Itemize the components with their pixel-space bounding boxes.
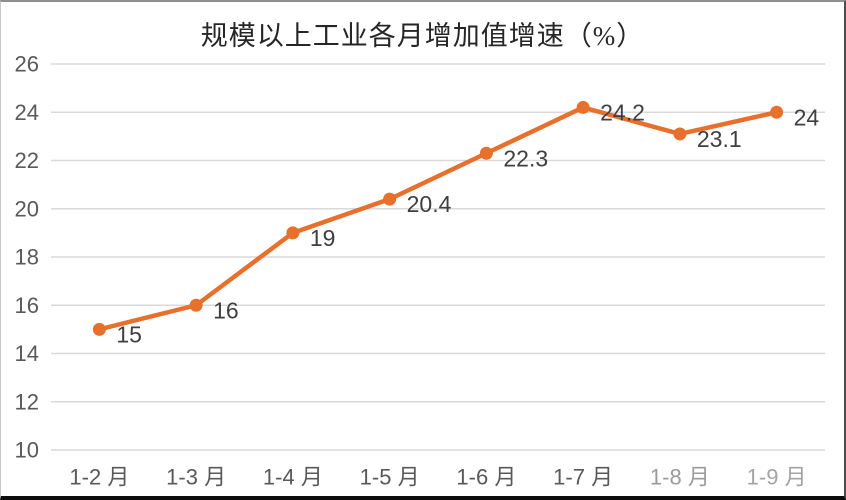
data-point-marker-4 [383,192,397,206]
x-axis-tick-label-2: 1-3 月 [166,465,226,490]
data-label-7: 23.1 [697,126,742,152]
y-axis-tick-label-16: 16 [15,293,39,318]
data-point-marker-6 [576,100,590,114]
y-axis-tick-label-20: 20 [15,196,39,221]
data-label-2: 16 [213,297,239,323]
data-point-marker-2 [189,298,203,312]
chart-title: 规模以上工业各月增加值增速（%） [200,21,645,51]
series-line [97,105,779,332]
x-axis-tick-label-6: 1-7 月 [553,465,613,490]
data-label-8: 24 [794,104,820,130]
y-axis-tick-label-24: 24 [15,100,39,125]
data-point-marker-3 [286,226,300,240]
x-axis-tick-label-1: 1-2 月 [69,465,129,490]
x-axis-tick-label-4: 1-5 月 [360,465,420,490]
data-point-marker-7 [673,127,687,141]
y-axis-tick-label-14: 14 [15,341,39,366]
y-axis-tick-label-18: 18 [15,245,39,270]
data-point-marker-1 [92,322,106,336]
data-point-marker-8 [770,105,784,119]
x-axis-tick-label-8: 1-9 月 [747,465,807,490]
y-axis-tick-label-26: 26 [15,52,39,77]
data-label-6: 24.2 [600,99,645,125]
data-point-marker-5 [479,146,493,160]
x-axis-tick-label-5: 1-6 月 [456,465,516,490]
data-label-5: 22.3 [503,145,548,171]
y-axis-tick-label-22: 22 [15,148,39,173]
data-label-4: 20.4 [407,191,452,217]
data-label-3: 19 [310,225,336,251]
data-label-1: 15 [116,321,142,347]
y-axis-tick-label-12: 12 [15,389,39,414]
y-axis-tick-label-10: 10 [15,438,39,463]
x-axis-tick-label-3: 1-4 月 [263,465,323,490]
x-axis-tick-label-7: 1-8 月 [650,465,710,490]
